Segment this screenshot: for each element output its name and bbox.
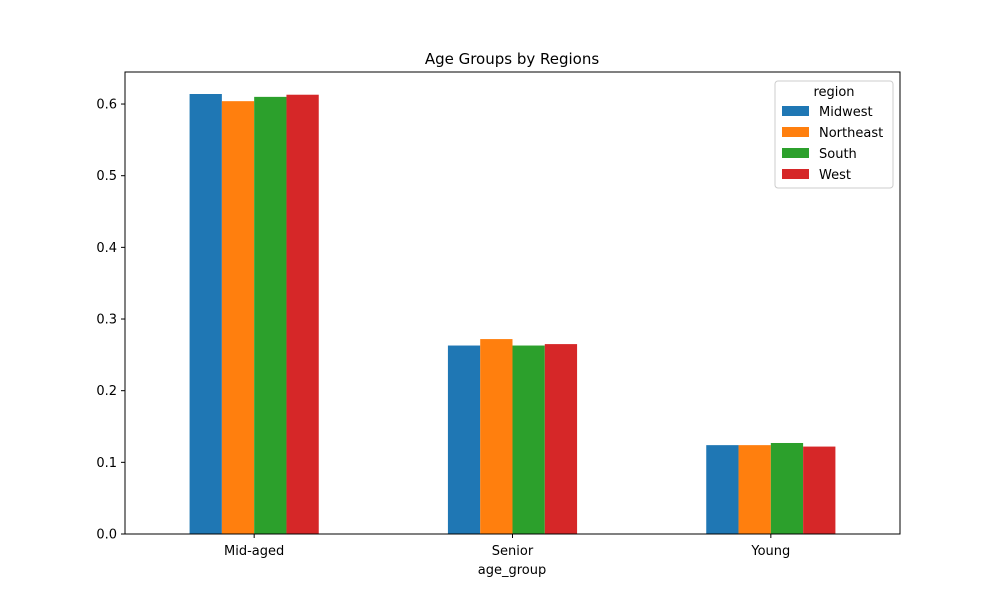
bar-mid-aged-west xyxy=(286,94,319,534)
x-tick-label: Young xyxy=(750,544,790,559)
bar-young-west xyxy=(803,446,836,534)
legend-swatch-west xyxy=(782,169,809,179)
bar-senior-south xyxy=(512,345,545,534)
y-tick-label: 0.3 xyxy=(96,313,117,328)
legend-label-midwest: Midwest xyxy=(819,105,873,120)
legend-swatch-south xyxy=(782,148,809,158)
plot-area: Mid-aged Senior Young 0.0 0.1 0.2 0.3 0.4 0.5 0.6 xyxy=(96,71,901,559)
legend-swatch-northeast xyxy=(782,127,809,137)
y-tick-label: 0.6 xyxy=(96,98,117,113)
x-tick-label: Senior xyxy=(492,544,534,559)
y-tick-label: 0.5 xyxy=(96,169,117,184)
legend-swatch-midwest xyxy=(782,106,809,116)
y-tick-label: 0.2 xyxy=(96,384,117,399)
bar-mid-aged-midwest xyxy=(189,94,222,534)
chart-title: Age Groups by Regions xyxy=(425,50,600,68)
y-tick-label: 0.0 xyxy=(96,528,117,543)
axes-frame xyxy=(124,71,901,535)
y-tick-label: 0.1 xyxy=(96,456,117,471)
bar-young-midwest xyxy=(706,445,739,534)
bar-senior-west xyxy=(544,344,578,534)
legend-label-west: West xyxy=(819,168,851,183)
x-tick-label: Mid-aged xyxy=(224,544,284,559)
bar-mid-aged-south xyxy=(254,96,287,535)
legend-label-south: South xyxy=(819,147,857,162)
legend-label-northeast: Northeast xyxy=(819,126,883,141)
bar-mid-aged-northeast xyxy=(221,101,255,535)
x-axis-label: age_group xyxy=(478,563,546,578)
bar-senior-midwest xyxy=(447,345,481,534)
bar-young-south xyxy=(770,442,804,534)
bar-young-northeast xyxy=(738,445,771,534)
legend-title: region xyxy=(813,85,854,100)
y-tick-label: 0.4 xyxy=(96,241,117,256)
bar-senior-northeast xyxy=(480,339,513,534)
legend: region Midwest Northeast South West xyxy=(774,80,894,189)
